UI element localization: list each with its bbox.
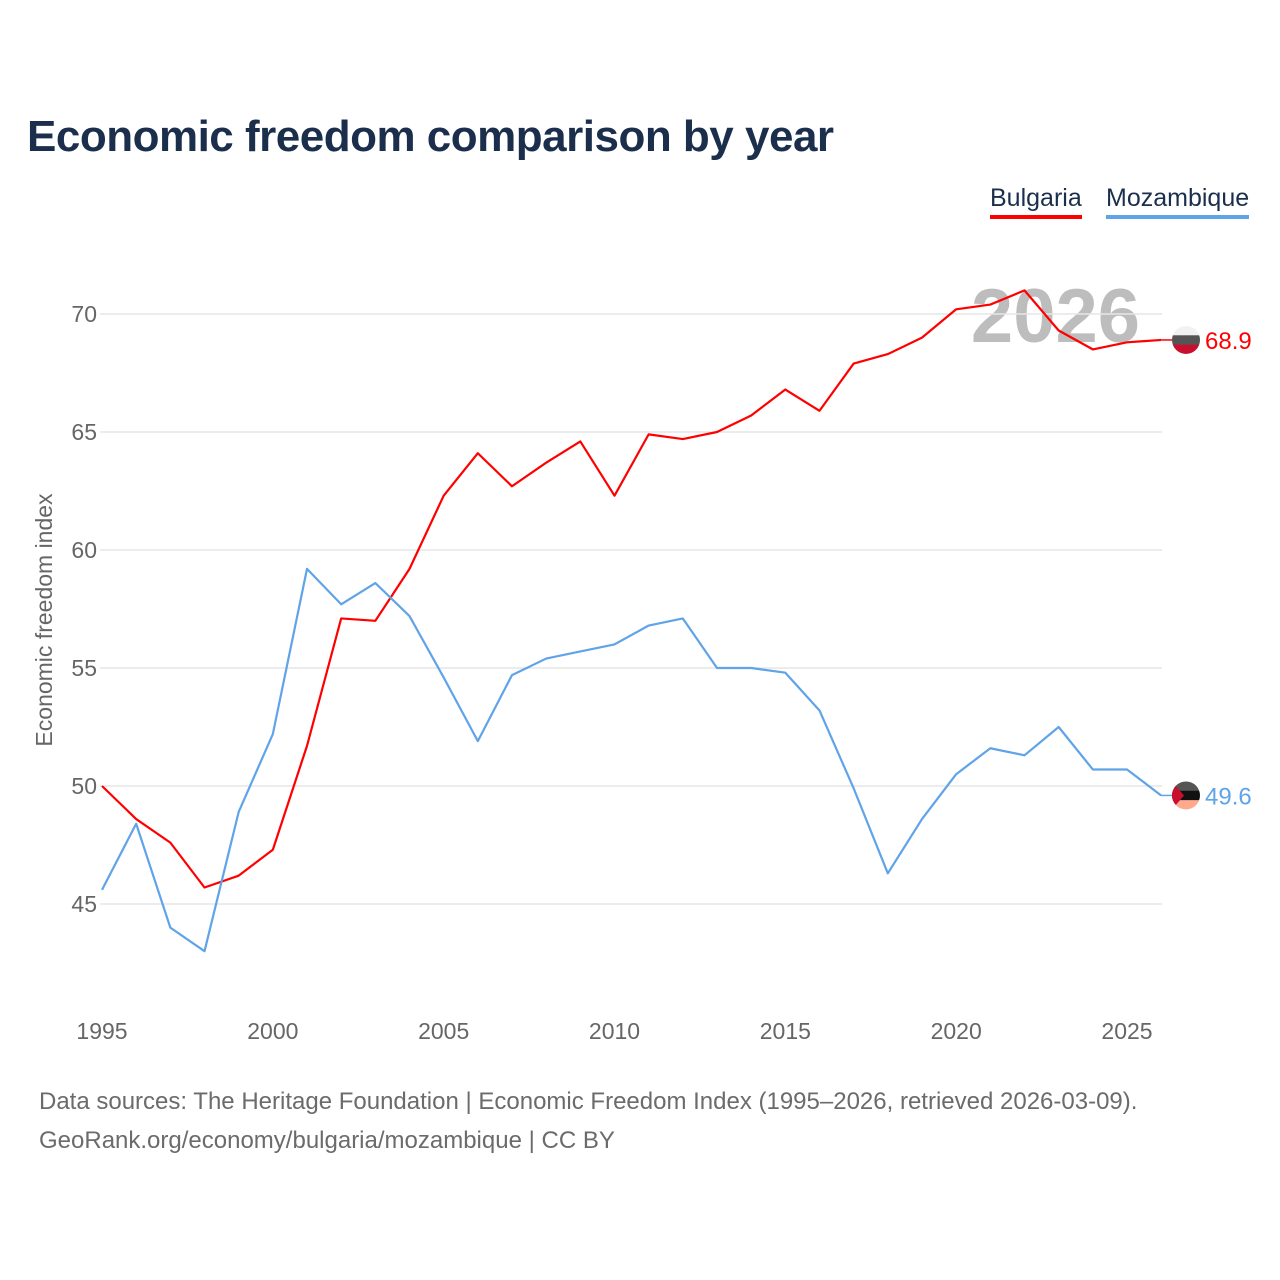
flag-icon-mozambique [1172,781,1200,810]
end-label-bulgaria: 68.9 [1205,328,1252,355]
data-point-bulgaria-2001 [304,743,310,749]
data-point-mozambique-2001 [304,566,310,572]
data-point-mozambique-2019 [919,816,925,822]
data-point-bulgaria-2010 [612,493,618,499]
data-point-bulgaria-2024 [1090,346,1096,352]
data-point-bulgaria-2019 [919,335,925,341]
data-point-mozambique-2020 [953,771,959,777]
flag-icon-bulgaria [1172,325,1200,354]
data-point-mozambique-2021 [987,745,993,751]
data-point-bulgaria-2022 [1022,287,1028,293]
data-point-bulgaria-2025 [1124,339,1130,345]
data-point-bulgaria-2012 [680,436,686,442]
y-tick-55: 55 [71,655,97,681]
chart-title: Economic freedom comparison by year [27,112,834,161]
data-point-bulgaria-2017 [851,361,857,367]
data-point-bulgaria-1998 [202,884,208,890]
data-point-mozambique-2014 [748,665,754,671]
data-point-bulgaria-2021 [987,302,993,308]
data-point-bulgaria-2018 [885,351,891,357]
data-point-bulgaria-1995 [99,783,105,789]
footer-sources: Data sources: The Heritage Foundation | … [39,1088,1138,1115]
series-line-mozambique [101,567,1162,953]
data-point-mozambique-2005 [441,674,447,680]
data-point-mozambique-2018 [885,870,891,876]
data-point-mozambique-2013 [714,665,720,671]
data-point-mozambique-2009 [577,648,583,654]
footer-link[interactable]: GeoRank.org/economy/bulgaria/mozambique … [39,1127,615,1154]
end-label-mozambique: 49.6 [1205,783,1252,810]
data-point-bulgaria-2005 [441,493,447,499]
y-tick-50: 50 [71,773,97,799]
data-point-mozambique-1996 [133,821,139,827]
year-watermark: 2026 [971,274,1140,359]
data-point-mozambique-2025 [1124,766,1130,772]
data-point-bulgaria-2020 [953,306,959,312]
data-point-bulgaria-2003 [372,618,378,624]
y-tick-60: 60 [71,537,97,563]
data-point-bulgaria-1997 [167,840,173,846]
data-point-mozambique-2004 [407,613,413,619]
data-point-mozambique-2017 [851,785,857,791]
data-point-bulgaria-2015 [782,387,788,393]
y-tick-65: 65 [71,419,97,445]
data-point-bulgaria-2014 [748,412,754,418]
data-point-bulgaria-2004 [407,566,413,572]
series-line-bulgaria [101,289,1162,889]
data-point-mozambique-2015 [782,670,788,676]
data-point-mozambique-2023 [1056,724,1062,730]
data-point-bulgaria-2013 [714,429,720,435]
y-axis-label: Economic freedom index [31,493,57,747]
data-point-bulgaria-2011 [646,431,652,437]
y-tick-70: 70 [71,301,97,327]
data-point-mozambique-1997 [167,925,173,931]
data-point-bulgaria-1999 [236,873,242,879]
data-point-mozambique-1999 [236,809,242,815]
data-point-bulgaria-2007 [509,483,515,489]
legend-mozambique[interactable]: Mozambique [1106,184,1250,219]
data-point-bulgaria-2009 [577,438,583,444]
data-point-bulgaria-2000 [270,847,276,853]
data-point-mozambique-2011 [646,623,652,629]
data-point-bulgaria-2006 [475,450,481,456]
data-point-bulgaria-2016 [817,408,823,414]
x-tick-2000: 2000 [247,1018,298,1044]
data-point-mozambique-2016 [817,707,823,713]
data-point-bulgaria-2008 [543,460,549,466]
data-point-mozambique-2002 [338,601,344,607]
data-point-bulgaria-2002 [338,615,344,621]
data-point-mozambique-2000 [270,731,276,737]
data-point-mozambique-2008 [543,656,549,662]
legend-bulgaria[interactable]: Bulgaria [990,184,1082,219]
x-tick-2020: 2020 [931,1018,982,1044]
data-point-mozambique-2022 [1022,752,1028,758]
x-tick-2010: 2010 [589,1018,640,1044]
data-point-mozambique-2007 [509,672,515,678]
data-point-mozambique-2012 [680,615,686,621]
x-tick-2015: 2015 [760,1018,811,1044]
y-tick-45: 45 [71,891,97,917]
x-tick-1995: 1995 [76,1018,127,1044]
data-point-mozambique-1998 [202,948,208,954]
data-point-mozambique-2006 [475,738,481,744]
x-tick-2025: 2025 [1101,1018,1152,1044]
data-point-mozambique-1995 [99,887,105,893]
x-tick-2005: 2005 [418,1018,469,1044]
data-point-mozambique-2024 [1090,766,1096,772]
data-point-mozambique-2010 [612,641,618,647]
data-point-bulgaria-2023 [1056,328,1062,334]
data-point-mozambique-2003 [372,580,378,586]
